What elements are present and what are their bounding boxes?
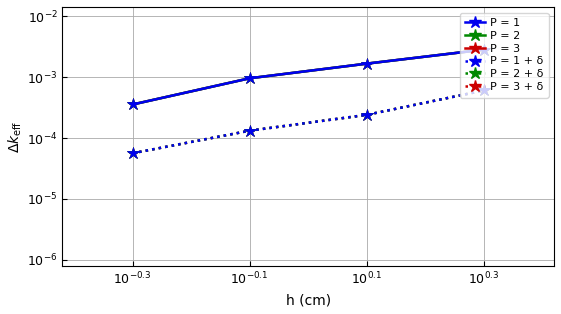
Legend: P = 1, P = 2, P = 3, P = 1 + δ, P = 2 + δ, P = 3 + δ: P = 1, P = 2, P = 3, P = 1 + δ, P = 2 + … (459, 13, 549, 98)
X-axis label: h (cm): h (cm) (286, 293, 331, 307)
Y-axis label: $\Delta k_\mathrm{eff}$: $\Delta k_\mathrm{eff}$ (7, 120, 24, 153)
